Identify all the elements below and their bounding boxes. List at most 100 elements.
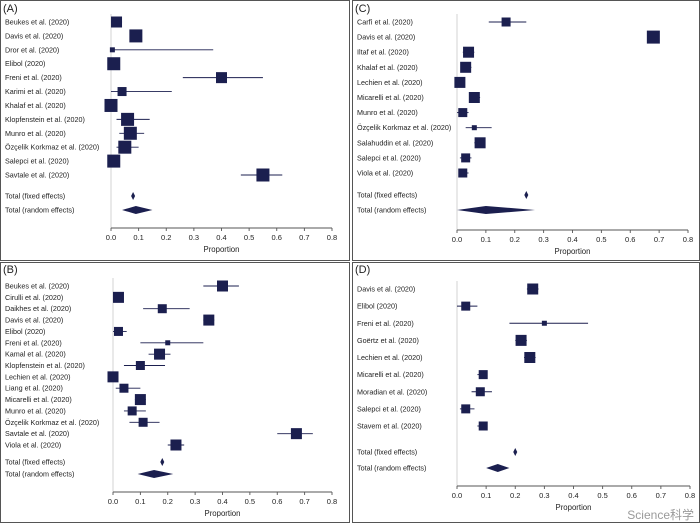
study-estimate-marker bbox=[460, 61, 472, 73]
study-label: Munro et al. (2020) bbox=[5, 129, 66, 138]
study-row: Viola et al. (2020) bbox=[357, 168, 469, 178]
pooled-label: Total (fixed effects) bbox=[5, 192, 65, 201]
study-label: Freni et al. (2020) bbox=[357, 319, 414, 328]
x-tick-label: 0.6 bbox=[272, 497, 282, 506]
study-row: Khalaf et al. (2020) bbox=[357, 61, 472, 73]
study-estimate-marker bbox=[461, 404, 471, 414]
x-tick-label: 0.8 bbox=[685, 491, 695, 500]
panel-label: (D) bbox=[355, 264, 370, 276]
study-estimate-marker bbox=[458, 108, 468, 118]
study-estimate-marker bbox=[217, 280, 228, 292]
study-estimate-marker bbox=[127, 406, 137, 416]
pooled-diamond bbox=[160, 458, 165, 466]
pooled-diamond bbox=[513, 448, 518, 456]
study-label: Stavem et al. (2020) bbox=[357, 422, 422, 431]
study-estimate-marker bbox=[154, 348, 166, 360]
study-label: Salepci et al. (2020) bbox=[357, 404, 421, 413]
study-label: Özçelik Korkmaz et al. (2020) bbox=[357, 123, 451, 132]
study-row: Özçelik Korkmaz et al. (2020) bbox=[5, 140, 139, 154]
study-estimate-marker bbox=[134, 394, 146, 406]
study-row: Micarelli et al. (2020) bbox=[5, 394, 146, 406]
study-label: Munro et al. (2020) bbox=[357, 108, 418, 117]
pooled-fixed-row: Total (fixed effects) bbox=[357, 448, 518, 457]
study-row: Daikhes et al. (2020) bbox=[5, 304, 190, 314]
pooled-fixed-row: Total (fixed effects) bbox=[5, 458, 165, 467]
study-label: Davis et al. (2020) bbox=[357, 285, 415, 294]
study-row: Kamal et al. (2020) bbox=[5, 348, 171, 360]
pooled-label: Total (random effects) bbox=[5, 206, 74, 215]
x-tick-label: 0.4 bbox=[568, 491, 578, 500]
study-label: Karimi et al. (2020) bbox=[5, 87, 66, 96]
study-estimate-marker bbox=[475, 387, 485, 397]
study-row: Salahuddin et al. (2020) bbox=[357, 137, 486, 149]
study-row: Elibol (2020) bbox=[5, 326, 127, 336]
study-label: Beukes et al. (2020) bbox=[5, 18, 69, 27]
pooled-diamond bbox=[122, 206, 153, 214]
pooled-diamond bbox=[524, 191, 529, 199]
study-row: Dror et al. (2020) bbox=[5, 45, 214, 54]
study-row: Klopfenstein et al. (2020) bbox=[5, 112, 150, 126]
study-estimate-marker bbox=[216, 72, 227, 84]
study-label: Davis et al. (2020) bbox=[5, 31, 63, 40]
x-tick-label: 0.6 bbox=[625, 235, 635, 244]
study-estimate-marker bbox=[157, 304, 167, 314]
study-label: Savtale et al. (2020) bbox=[5, 171, 69, 180]
study-estimate-marker bbox=[165, 340, 171, 346]
study-row: Goërtz et al. (2020) bbox=[357, 334, 527, 346]
study-row: Iltaf et al. (2020) bbox=[357, 46, 475, 58]
study-estimate-marker bbox=[478, 421, 488, 431]
study-estimate-marker bbox=[458, 168, 468, 178]
study-label: Elibol (2020) bbox=[357, 302, 397, 311]
study-row: Freni et al. (2020) bbox=[5, 72, 263, 84]
study-estimate-marker bbox=[478, 370, 488, 380]
watermark-text: Science科学 bbox=[627, 507, 694, 522]
study-row: Davis et al. (2020) bbox=[5, 314, 215, 326]
study-estimate-marker bbox=[109, 47, 115, 53]
pooled-label: Total (random effects) bbox=[5, 470, 74, 479]
study-row: Savtale et al. (2020) bbox=[5, 428, 313, 440]
study-label: Kamal et al. (2020) bbox=[5, 350, 66, 359]
pooled-diamond bbox=[486, 464, 510, 472]
pooled-diamond bbox=[457, 206, 535, 214]
study-estimate-marker bbox=[135, 361, 145, 370]
study-label: Klopfenstein et al. (2020) bbox=[5, 361, 85, 370]
study-estimate-marker bbox=[501, 17, 511, 27]
x-tick-label: 0.5 bbox=[245, 497, 255, 506]
x-tick-label: 0.3 bbox=[189, 233, 199, 242]
x-tick-label: 0.8 bbox=[327, 233, 337, 242]
x-tick-label: 0.1 bbox=[481, 491, 491, 500]
study-estimate-marker bbox=[474, 137, 486, 149]
study-label: Munro et al. (2020) bbox=[5, 406, 66, 415]
study-label: Lechien et al. (2020) bbox=[357, 353, 423, 362]
study-row: Özçelik Korkmaz et al. (2020) bbox=[5, 417, 160, 427]
study-row: Özçelik Korkmaz et al. (2020) bbox=[357, 123, 492, 132]
study-label: Salepci et al. (2020) bbox=[5, 157, 69, 166]
x-tick-label: 0.2 bbox=[510, 491, 520, 500]
study-estimate-marker bbox=[107, 57, 121, 71]
x-tick-label: 0.1 bbox=[135, 497, 145, 506]
study-estimate-marker bbox=[107, 371, 119, 383]
study-estimate-marker bbox=[118, 140, 132, 154]
study-row: Elibol (2020) bbox=[357, 301, 478, 311]
study-label: Goërtz et al. (2020) bbox=[357, 336, 419, 345]
study-label: Salepci et al. (2020) bbox=[357, 153, 421, 162]
study-label: Daikhes et al. (2020) bbox=[5, 304, 71, 313]
x-tick-label: 0.2 bbox=[161, 233, 171, 242]
study-estimate-marker bbox=[113, 326, 123, 336]
study-row: Lechien et al. (2020) bbox=[5, 371, 119, 383]
pooled-diamond bbox=[137, 470, 174, 478]
study-label: Lechien et al. (2020) bbox=[5, 372, 71, 381]
study-row: Carfì et al. (2020) bbox=[357, 17, 527, 27]
pooled-random-row: Total (random effects) bbox=[5, 470, 174, 479]
study-row: Salepci et al. (2020) bbox=[5, 154, 121, 168]
study-row: Davis et al. (2020) bbox=[5, 29, 143, 43]
study-row: Cirulli et al. (2020) bbox=[5, 291, 124, 303]
study-label: Liang et al. (2020) bbox=[5, 384, 63, 393]
study-row: Moradian et al. (2020) bbox=[357, 387, 492, 397]
pooled-random-row: Total (random effects) bbox=[5, 206, 153, 215]
study-label: Khalaf et al. (2020) bbox=[5, 101, 66, 110]
pooled-random-row: Total (random effects) bbox=[357, 206, 535, 215]
pooled-label: Total (fixed effects) bbox=[357, 448, 417, 457]
panel-a: (A) Beukes et al. (2020) Davis et al. (202… bbox=[0, 0, 350, 261]
study-row: Karimi et al. (2020) bbox=[5, 87, 172, 97]
